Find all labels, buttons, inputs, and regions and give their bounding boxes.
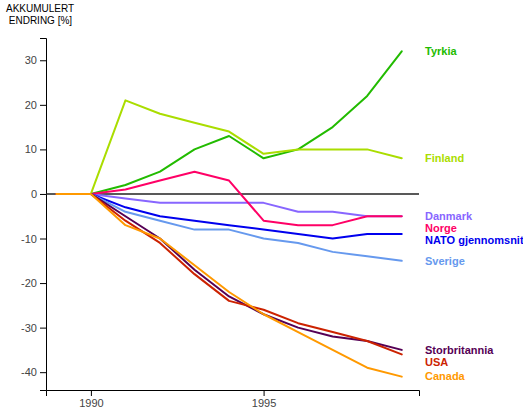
series-line xyxy=(56,194,401,354)
series-label: Sverige xyxy=(425,255,465,267)
y-tick-label: 20 xyxy=(25,99,37,111)
y-tick-mark xyxy=(40,239,46,240)
y-tick-label: -10 xyxy=(21,233,37,245)
lines xyxy=(56,51,401,376)
series-label: Tyrkia xyxy=(425,45,457,57)
series-line xyxy=(56,51,401,194)
y-tick-mark xyxy=(40,194,46,195)
series-label: NATO gjennomsnitt xyxy=(425,234,523,246)
y-axis-line xyxy=(40,39,47,391)
y-tick-label: 10 xyxy=(25,143,37,155)
series-line xyxy=(56,194,401,350)
y-tick: -40 xyxy=(21,366,46,378)
y-tick-label: -20 xyxy=(21,277,37,289)
x-tick: 1990 xyxy=(79,390,103,409)
y-tick-label: 0 xyxy=(31,188,37,200)
y-tick-mark xyxy=(40,60,46,61)
y-tick: 30 xyxy=(25,54,46,66)
y-tick: -10 xyxy=(21,233,46,245)
y-tick-mark xyxy=(40,149,46,150)
series-label: Storbritannia xyxy=(425,344,494,356)
y-tick: 10 xyxy=(25,143,46,155)
x-tick-label: 1990 xyxy=(79,397,103,409)
y-tick-label: 30 xyxy=(25,54,37,66)
y-tick-label: -40 xyxy=(21,366,37,378)
chart: 1990 1995 -40 -30 -20 -10 0 10 20 30 Tyrkia Finland… xyxy=(0,0,523,420)
y-tick: 20 xyxy=(25,99,46,111)
y-tick-label: -30 xyxy=(21,322,37,334)
y-tick-mark xyxy=(40,328,46,329)
y-tick-mark xyxy=(40,283,46,284)
series-label: Canada xyxy=(425,370,466,382)
series-labels: Tyrkia Finland DanmarkNorgeNATO gjennomsni… xyxy=(425,45,523,382)
y-tick: 0 xyxy=(31,188,46,200)
series-label: Finland xyxy=(425,152,464,164)
series-label: Danmark xyxy=(425,210,473,222)
y-tick: -20 xyxy=(21,277,46,289)
series-line xyxy=(56,194,401,377)
series-line xyxy=(56,194,401,239)
y-tick-mark xyxy=(40,372,46,373)
series-label: Norge xyxy=(425,222,457,234)
x-axis-line xyxy=(47,391,420,397)
x-axis: 1990 1995 xyxy=(47,390,420,409)
series-line xyxy=(56,172,401,225)
y-axis: -40 -30 -20 -10 0 10 20 30 xyxy=(21,39,46,391)
y-tick: -30 xyxy=(21,322,46,334)
x-tick: 1995 xyxy=(252,390,276,409)
x-tick-mark xyxy=(91,390,92,396)
y-tick-mark xyxy=(40,105,46,106)
series-label: USA xyxy=(425,356,448,368)
plot: 1990 1995 -40 -30 -20 -10 0 10 20 30 Tyrkia Finland… xyxy=(21,39,523,409)
x-tick-label: 1995 xyxy=(252,397,276,409)
y-axis-label: AKKUMULERT ENDRING [%] xyxy=(6,3,74,26)
x-tick-mark xyxy=(264,390,265,396)
